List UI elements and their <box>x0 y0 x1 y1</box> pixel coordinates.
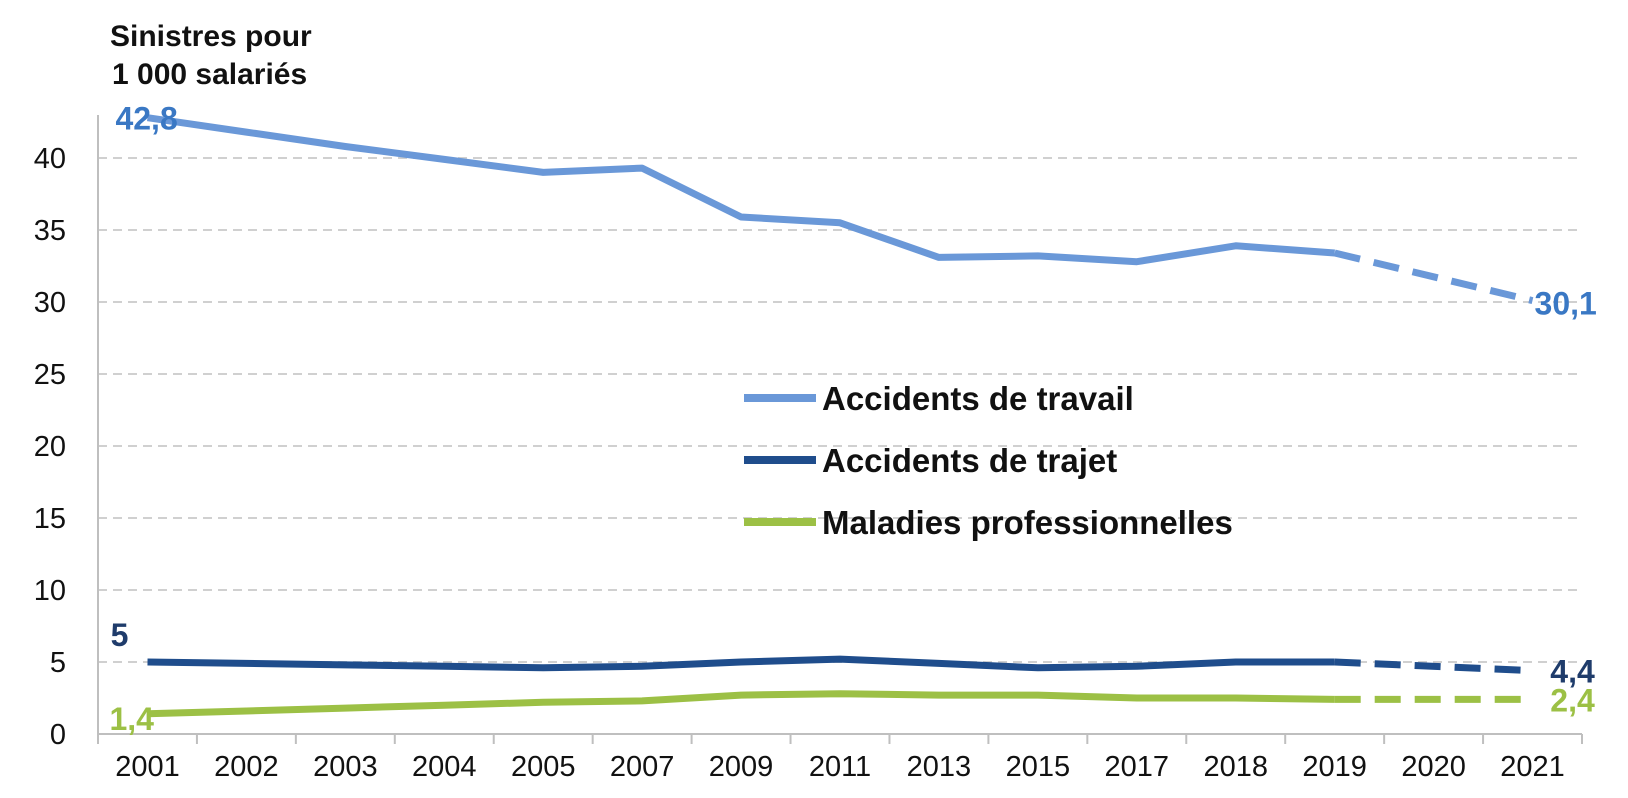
x-tick-label-2017: 2017 <box>1105 751 1170 783</box>
legend-label-2: Maladies professionnelles <box>822 504 1233 541</box>
y-tick-label-30: 30 <box>34 287 66 319</box>
x-tick-label-2003: 2003 <box>313 751 378 783</box>
y-axis-title-line-1: Sinistres pour <box>110 20 312 53</box>
y-tick-label-0: 0 <box>50 719 66 751</box>
x-tick-label-2015: 2015 <box>1006 751 1071 783</box>
x-tick-label-2002: 2002 <box>214 751 279 783</box>
y-tick-label-10: 10 <box>34 575 66 607</box>
y-tick-label-20: 20 <box>34 431 66 463</box>
series-line-2 <box>147 690 1335 718</box>
x-tick-label-2009: 2009 <box>709 751 774 783</box>
data-label-1-4: 1,4 <box>109 701 154 737</box>
y-tick-label-15: 15 <box>34 503 66 535</box>
y-tick-label-35: 35 <box>34 215 66 247</box>
series-line-1 <box>147 655 1335 672</box>
data-label-4-4: 4,4 <box>1550 654 1595 690</box>
x-tick-label-2019: 2019 <box>1302 751 1367 783</box>
series-forecast-line-1 <box>1334 658 1533 675</box>
x-tick-label-2007: 2007 <box>610 751 675 783</box>
legend-label-1: Accidents de trajet <box>822 442 1117 479</box>
x-tick-label-2004: 2004 <box>412 751 477 783</box>
y-axis-title: Sinistres pour 1 000 salariés <box>110 18 312 94</box>
y-axis-title-line-2: 1 000 salariés <box>112 58 308 91</box>
y-tick-label-25: 25 <box>34 359 66 391</box>
data-label-30-1: 30,1 <box>1535 286 1597 322</box>
y-tick-label-5: 5 <box>50 647 66 679</box>
x-tick-label-2001: 2001 <box>115 751 180 783</box>
series-forecast-line-0 <box>1333 249 1534 305</box>
data-label-5: 5 <box>111 617 129 653</box>
x-tick-label-2011: 2011 <box>809 751 871 783</box>
data-label-2-4: 2,4 <box>1550 682 1595 718</box>
x-tick-label-2005: 2005 <box>511 751 576 783</box>
x-tick-label-2013: 2013 <box>907 751 972 783</box>
y-tick-label-40: 40 <box>34 143 66 175</box>
x-tick-label-2018: 2018 <box>1203 751 1268 783</box>
legend-label-0: Accidents de travail <box>822 380 1134 417</box>
data-label-42-8: 42,8 <box>115 101 177 137</box>
series-line-0 <box>146 114 1335 266</box>
x-tick-label-2021: 2021 <box>1500 751 1565 783</box>
x-tick-label-2020: 2020 <box>1401 751 1466 783</box>
